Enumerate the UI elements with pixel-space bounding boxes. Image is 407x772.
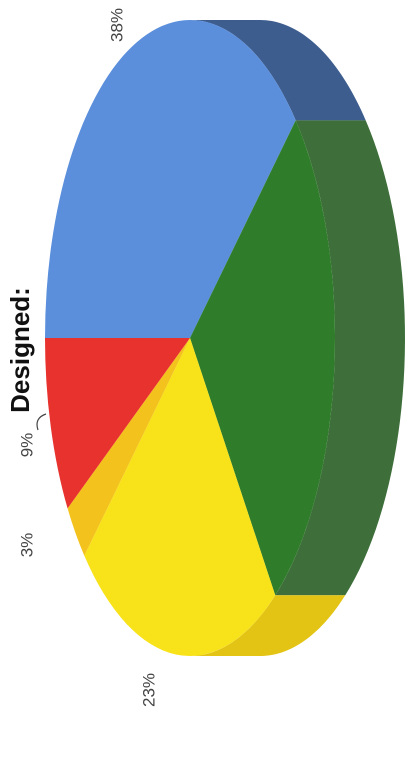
slice-side bbox=[275, 120, 405, 596]
data-label: 23% bbox=[139, 673, 158, 707]
slice bbox=[84, 338, 276, 656]
slice bbox=[45, 20, 296, 338]
chart-title: Designed: bbox=[5, 287, 35, 413]
slice-side bbox=[190, 20, 366, 121]
data-label: 38% bbox=[107, 8, 126, 42]
leader-line bbox=[36, 413, 47, 431]
slice bbox=[45, 338, 190, 509]
data-label: 9% bbox=[17, 433, 36, 458]
slice bbox=[67, 338, 190, 556]
data-label: 3% bbox=[17, 533, 36, 558]
slice-side bbox=[190, 595, 346, 656]
slice bbox=[190, 120, 335, 596]
